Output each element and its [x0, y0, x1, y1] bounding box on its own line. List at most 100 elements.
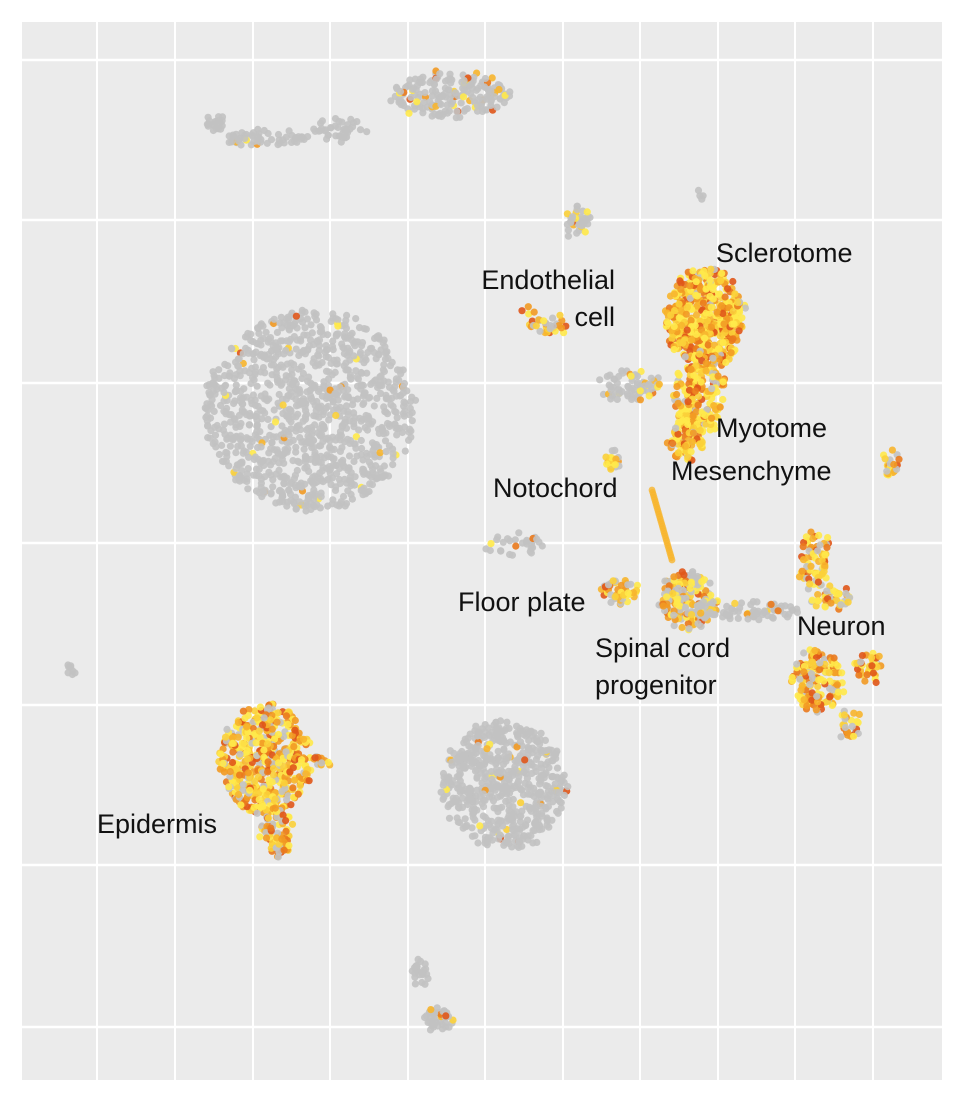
cell-point — [215, 425, 223, 433]
cell-point — [253, 416, 261, 424]
cell-point — [267, 423, 275, 431]
cell-point — [332, 332, 340, 340]
cell-point — [346, 331, 354, 339]
cell-point-expressing — [799, 556, 808, 564]
cell-point — [494, 782, 502, 791]
cell-point — [522, 802, 530, 810]
cell-point — [285, 325, 293, 333]
cell-point — [682, 594, 690, 603]
cell-point — [359, 400, 367, 409]
cell-point-expressing — [678, 321, 686, 329]
cell-point — [209, 379, 217, 387]
cell-point — [681, 353, 689, 361]
cell-point — [503, 718, 511, 726]
cell-point — [247, 330, 255, 338]
cell-point — [327, 359, 335, 367]
cell-point-expressing — [274, 759, 283, 767]
cell-point — [586, 213, 594, 222]
cell-point — [693, 572, 702, 581]
cell-point-expressing — [683, 303, 692, 311]
cell-point-expressing — [677, 285, 685, 293]
cell-point — [305, 492, 313, 500]
cell-point — [525, 728, 533, 736]
cell-point — [327, 124, 335, 132]
cell-point — [215, 366, 223, 374]
cell-point-expressing — [663, 593, 671, 601]
cell-point-expressing — [556, 311, 564, 319]
cell-point — [536, 327, 544, 335]
cell-point-expressing — [720, 320, 728, 328]
cell-point-expressing — [692, 311, 701, 319]
cell-point — [489, 797, 498, 805]
cell-point-expressing — [240, 740, 248, 748]
cell-point-expressing — [253, 714, 261, 722]
cell-point — [377, 372, 385, 380]
cell-point — [670, 622, 678, 630]
cell-point — [706, 579, 714, 587]
cell-point-expressing — [459, 93, 468, 101]
cell-point-expressing — [685, 386, 694, 394]
cell-point-expressing — [237, 801, 245, 809]
cell-point-expressing — [636, 387, 644, 395]
cell-point — [364, 348, 372, 357]
cell-point — [290, 361, 298, 369]
cell-point — [411, 969, 419, 977]
cell-point-expressing — [670, 322, 678, 331]
cell-point — [288, 392, 296, 400]
cell-point — [230, 399, 238, 408]
cell-point-expressing — [679, 339, 687, 347]
cell-point-expressing — [695, 392, 703, 400]
cell-point — [564, 232, 573, 240]
cell-point — [469, 759, 477, 767]
cell-point-expressing — [512, 542, 520, 550]
cell-point — [352, 367, 360, 375]
cell-point — [431, 110, 439, 118]
cell-point — [313, 397, 321, 406]
cell-point — [536, 740, 544, 748]
cell-point — [366, 393, 374, 402]
cell-point-expressing — [802, 533, 811, 541]
cell-point-expressing — [875, 652, 883, 660]
cell-point — [232, 387, 240, 395]
cell-point — [272, 346, 280, 354]
cell-point-expressing — [835, 590, 843, 598]
cell-point — [290, 320, 298, 328]
cell-point — [415, 78, 423, 86]
cell-point-expressing — [718, 269, 726, 277]
cell-point — [506, 738, 514, 746]
cell-point — [800, 649, 808, 657]
cell-point — [829, 686, 837, 694]
cell-point-expressing — [256, 733, 264, 741]
cell-point-expressing — [719, 339, 727, 347]
cell-point-expressing — [833, 681, 841, 689]
cell-point-expressing — [290, 776, 299, 784]
cell-point — [456, 777, 464, 785]
cell-point-expressing — [719, 395, 727, 404]
cell-point — [723, 602, 731, 611]
cell-point — [527, 807, 535, 815]
cell-point — [343, 311, 351, 319]
cell-point-expressing — [686, 584, 694, 593]
cell-point-expressing — [495, 85, 503, 94]
cell-point — [326, 444, 334, 452]
cell-point-expressing — [334, 322, 342, 330]
cell-point — [265, 704, 273, 712]
cell-point — [504, 767, 513, 776]
cell-point — [232, 449, 240, 457]
cell-point — [405, 436, 413, 444]
cell-point — [537, 777, 545, 785]
cell-point — [283, 337, 291, 345]
cell-point — [711, 611, 719, 619]
cell-point — [755, 616, 763, 624]
cell-point — [350, 457, 358, 466]
cell-point-expressing — [821, 603, 829, 611]
cell-point — [249, 350, 257, 358]
cell-point — [488, 775, 496, 784]
cell-point — [337, 498, 345, 506]
cell-point-expressing — [688, 438, 697, 446]
cell-point — [539, 771, 547, 780]
cell-point — [492, 718, 500, 726]
cluster-label: Myotome — [716, 413, 827, 443]
cell-point — [624, 383, 633, 391]
cell-point — [375, 351, 383, 359]
